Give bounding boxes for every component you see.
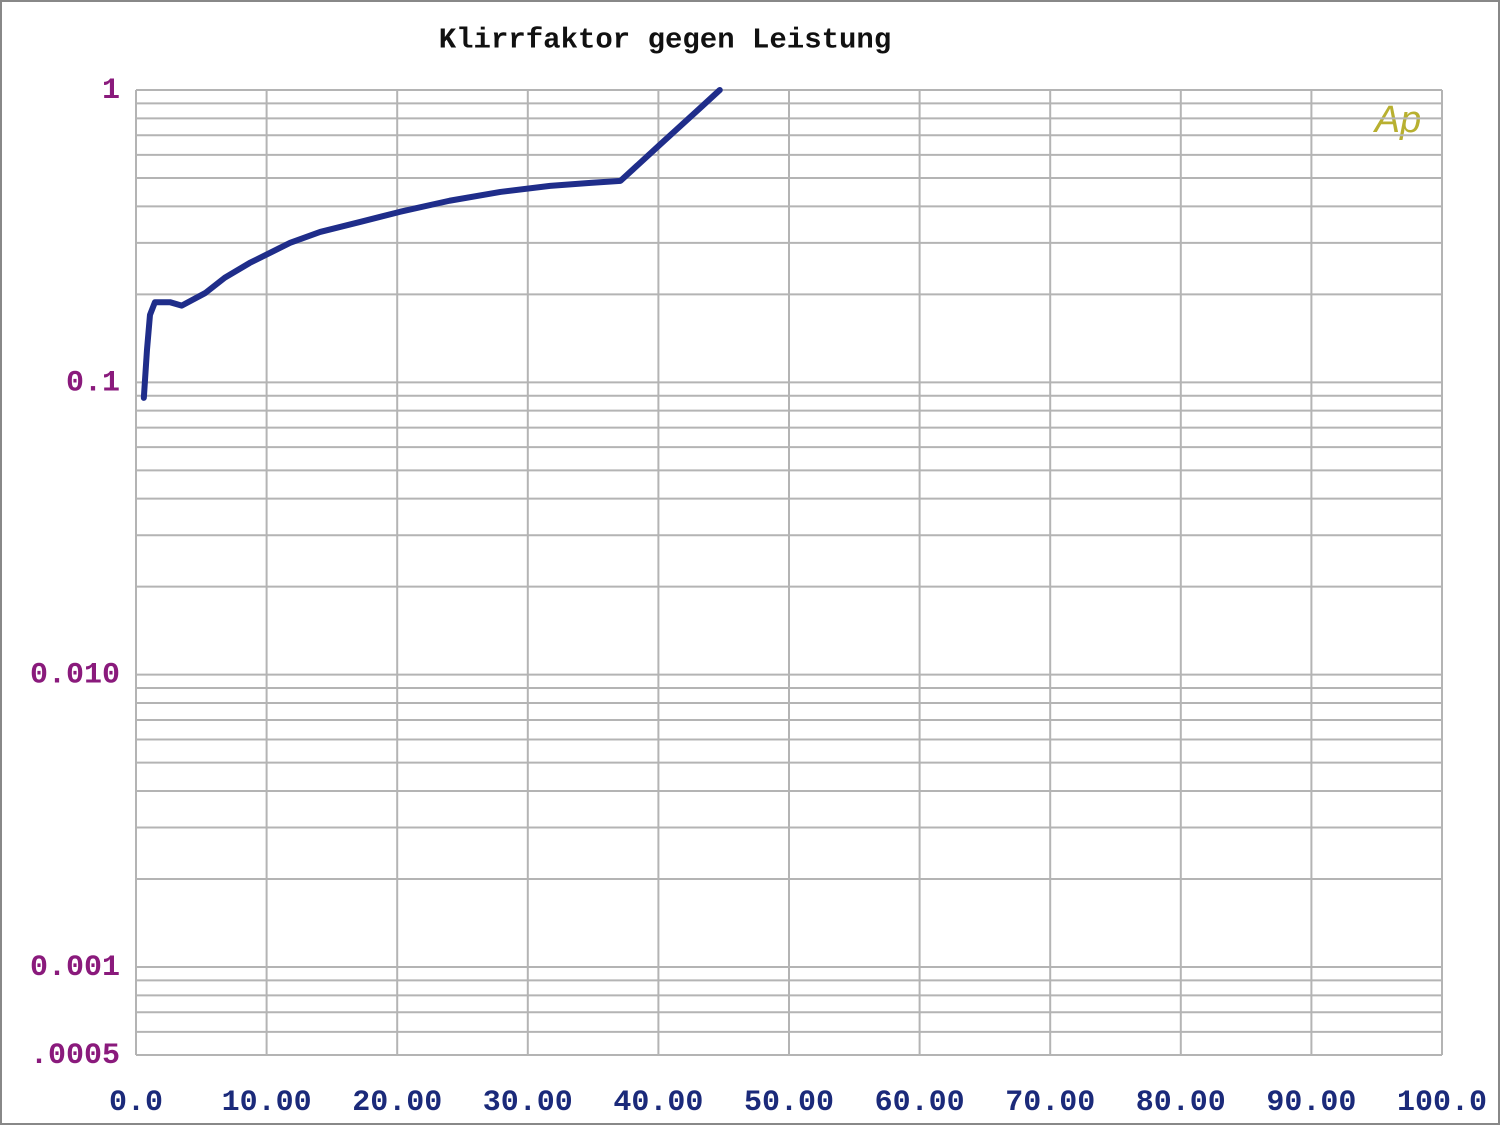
y-tick-label: 1 <box>102 74 120 108</box>
x-tick-label: 10.00 <box>222 1086 312 1120</box>
data-line <box>140 87 723 401</box>
x-tick-label: 60.00 <box>875 1086 965 1120</box>
x-tick-label: 40.00 <box>613 1086 703 1120</box>
chart-title: Klirrfaktor gegen Leistung <box>439 24 891 57</box>
x-tick-label: 50.00 <box>744 1086 834 1120</box>
x-tick-label: 0.0 <box>109 1086 163 1120</box>
x-tick-label: 100.0 <box>1397 1086 1487 1120</box>
y-tick-label: 0.001 <box>30 951 120 985</box>
y-tick-label: 0.1 <box>66 366 120 400</box>
y-tick-label: .0005 <box>30 1039 120 1073</box>
x-tick-label: 90.00 <box>1266 1086 1356 1120</box>
logo-annotation: Ap <box>1373 99 1421 141</box>
y-tick-label: 0.010 <box>30 659 120 693</box>
x-tick-label: 80.00 <box>1136 1086 1226 1120</box>
x-tick-label: 30.00 <box>483 1086 573 1120</box>
x-tick-label: 20.00 <box>352 1086 442 1120</box>
x-tick-label: 70.00 <box>1005 1086 1095 1120</box>
